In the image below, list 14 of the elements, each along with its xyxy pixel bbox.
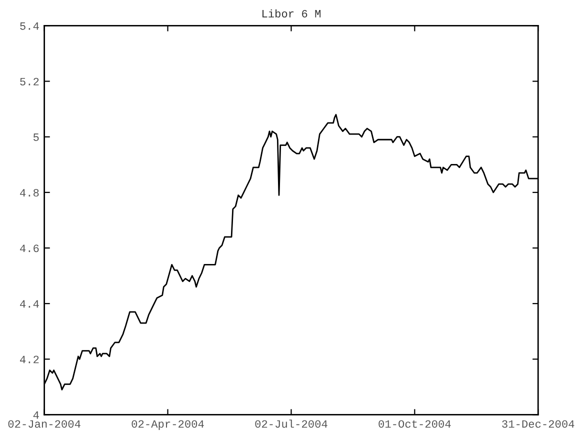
y-tick-label: 4.8 [20, 189, 39, 197]
y-tick-label: 5 [33, 134, 39, 141]
y-tick-label: 4.4 [20, 300, 39, 308]
x-tick-label: 31-Dec-2004 [502, 420, 574, 428]
y-tick-label: 5.2 [20, 78, 39, 86]
x-tick-label: 02-Jan-2004 [8, 420, 80, 428]
chart-title: Libor 6 M [262, 9, 321, 18]
y-tick-label: 4 [33, 411, 39, 419]
x-tick-label: 02-Jul-2004 [255, 420, 328, 428]
x-tick-label: 02-Apr-2004 [132, 420, 204, 430]
y-tick-label: 5.4 [20, 22, 39, 30]
x-tick-label: 01-Oct-2004 [378, 420, 451, 428]
y-tick-label: 4.2 [20, 356, 39, 364]
y-tick-label: 4.6 [20, 244, 39, 252]
